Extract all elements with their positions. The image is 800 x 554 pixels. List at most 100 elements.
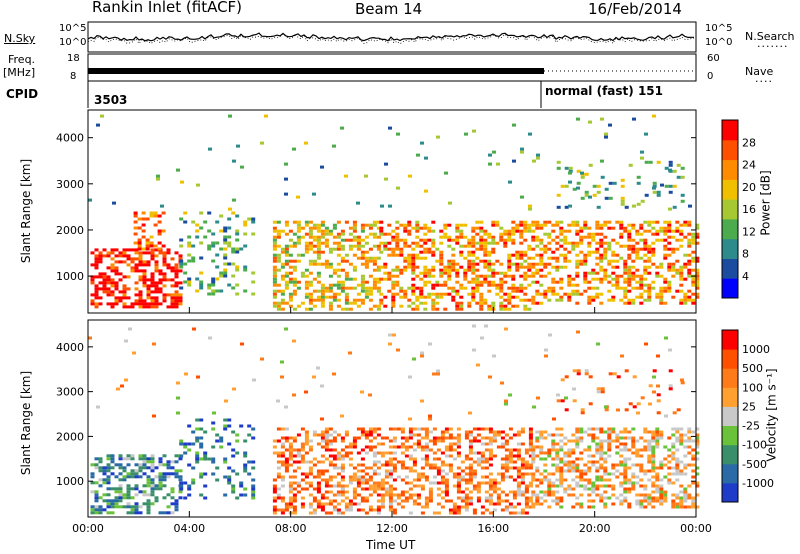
velocity-cell [647,460,652,464]
velocity-cell [134,511,139,515]
velocity-cell [296,451,301,455]
velocity-cell [683,496,688,500]
velocity-cell [432,511,437,515]
power-cell [411,289,416,293]
velocity-cell [94,457,99,461]
power-ytick-label: 2000 [56,224,84,237]
power-cell [388,126,392,130]
velocity-cell [543,469,548,473]
power-cell [695,286,700,290]
power-cell [608,123,612,127]
power-cell [207,283,212,287]
velocity-cell [288,445,293,449]
power-cell [507,262,512,266]
power-cell [162,293,167,297]
velocity-cell [448,427,453,431]
power-cell [663,286,668,290]
velocity-cell [348,508,353,512]
power-cell [543,247,548,251]
power-colorbar-tick: 24 [742,159,756,172]
velocity-cell [591,487,596,491]
velocity-cell [587,445,592,449]
velocity-cell [162,511,167,515]
power-cell [455,223,460,227]
velocity-colorbar-tick: -25 [742,420,760,433]
power-cell [584,172,589,176]
power-cell [195,289,200,293]
power-cell [639,232,644,236]
velocity-cell [504,493,509,497]
power-cell [471,238,476,242]
velocity-cell [679,442,684,446]
velocity-cell [320,472,325,476]
power-cell [515,286,520,290]
velocity-cell [336,490,341,494]
power-colorbar-frame [721,119,739,299]
power-cell [547,235,552,239]
power-cell [683,253,688,257]
velocity-cell [484,466,489,470]
power-cell [391,298,396,302]
power-cell [130,305,135,309]
velocity-cell [539,472,544,476]
power-cell [142,284,147,288]
velocity-cell [376,487,381,491]
power-cell [671,268,676,272]
velocity-cell [676,408,681,412]
velocity-cell [476,433,481,437]
velocity-cell [563,478,568,482]
power-cell [523,220,528,224]
velocity-cell [659,484,664,488]
velocity-cell [388,460,393,464]
velocity-cell [142,454,147,458]
power-cell [137,226,142,230]
velocity-cell [130,511,135,515]
velocity-cell [324,511,329,515]
velocity-cell [663,445,668,449]
velocity-cell [512,511,517,515]
power-cell [142,302,147,306]
power-cell [567,229,572,233]
velocity-cell [671,505,676,509]
velocity-cell [555,469,560,473]
power-cell [211,244,216,248]
power-cell [664,184,669,188]
power-cell [567,223,572,227]
power-cell [187,259,192,263]
velocity-cell [231,454,236,458]
power-colorbar-swatch [722,199,738,220]
power-cell [459,301,464,305]
power-cell [680,175,685,179]
velocity-cell [356,427,361,431]
power-cell [588,195,592,199]
power-cell [407,304,412,308]
velocity-cell [671,502,676,506]
velocity-cell [615,451,620,455]
power-cell [146,290,151,294]
velocity-cell [635,439,640,443]
power-cell [427,292,432,296]
velocity-cell [655,439,660,443]
velocity-cell [683,505,688,509]
velocity-cell [388,487,393,491]
power-cell [324,229,329,233]
velocity-cell [316,481,321,485]
velocity-cell [126,484,131,488]
power-cell [251,217,256,221]
velocity-cell [571,478,576,482]
velocity-cell [352,475,357,479]
power-cell [403,223,408,227]
velocity-cell [627,490,632,494]
power-cell [312,298,317,302]
power-cell [174,302,179,306]
power-cell [94,257,99,261]
velocity-cell [607,484,612,488]
power-cell [391,250,396,254]
velocity-cell [162,475,167,479]
power-cell [292,220,297,224]
velocity-cell [408,375,412,379]
velocity-cell [504,475,509,479]
velocity-cell [122,466,127,470]
power-cell [439,235,444,239]
velocity-cell [596,342,600,346]
